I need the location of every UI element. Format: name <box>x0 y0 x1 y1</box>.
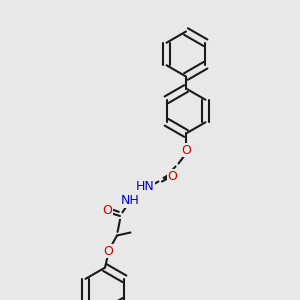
Text: NH: NH <box>121 194 140 207</box>
Text: O: O <box>103 204 112 217</box>
Text: O: O <box>181 143 191 157</box>
Text: O: O <box>168 169 177 183</box>
Text: O: O <box>103 244 113 258</box>
Text: HN: HN <box>136 180 155 194</box>
